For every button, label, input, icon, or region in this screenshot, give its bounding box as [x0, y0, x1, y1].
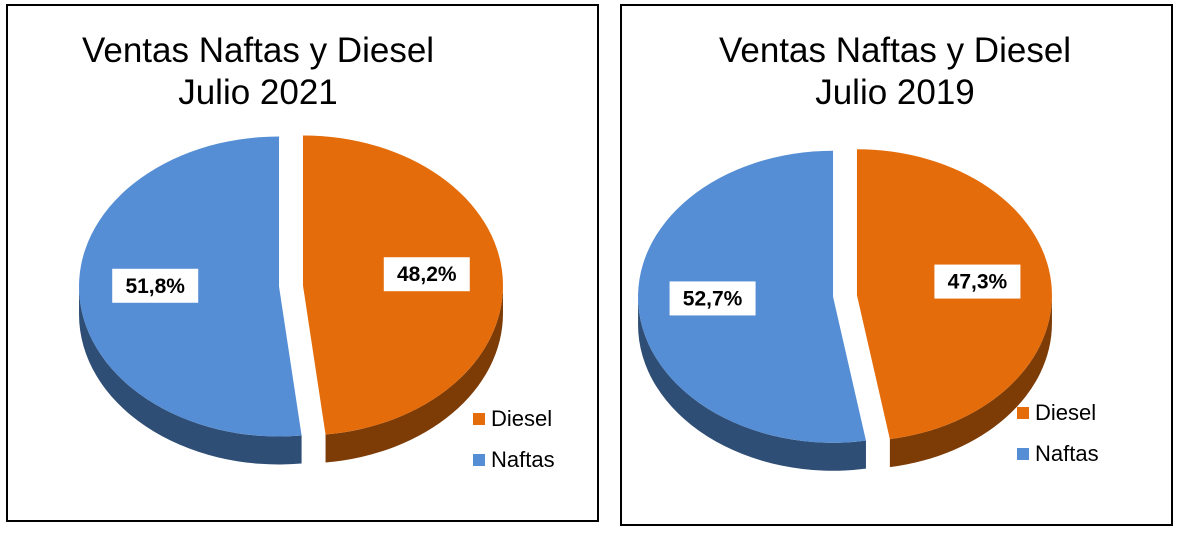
legend-item-diesel: Diesel	[1017, 400, 1099, 425]
legend-item-diesel: Diesel	[473, 406, 555, 431]
chart-title-line-2: Julio 2021	[178, 73, 338, 112]
legend-item-naftas: Naftas	[473, 447, 555, 472]
pie-chart-2019: 47,3% 52,7%	[638, 149, 1052, 471]
chart-legend: Diesel Naftas	[473, 406, 555, 490]
data-label-box-diesel	[934, 264, 1021, 299]
chart-title: Ventas Naftas y Diesel Julio 2021	[8, 30, 508, 114]
chart-title: Ventas Naftas y Diesel Julio 2019	[622, 30, 1168, 114]
data-label-box-diesel	[383, 257, 470, 292]
pie-side-naftas	[638, 296, 866, 471]
data-label-naftas: 51,8%	[125, 275, 185, 298]
data-label-box-naftas	[669, 281, 756, 316]
pie-side-diesel	[325, 285, 503, 463]
pie-labels: 47,3% 52,7%	[669, 264, 1021, 316]
pie-labels: 48,2% 51,8%	[112, 257, 470, 303]
pie-side-naftas	[79, 286, 302, 465]
chart-legend: Diesel Naftas	[1017, 400, 1099, 484]
legend-swatch-naftas	[1017, 448, 1029, 460]
pie-chart-2021: 48,2% 51,8%	[79, 135, 503, 465]
legend-swatch-diesel	[1017, 407, 1029, 419]
legend-label-diesel: Diesel	[491, 406, 553, 431]
legend-label-naftas: Naftas	[491, 447, 555, 472]
data-label-box-naftas	[112, 268, 199, 303]
chart-title-line-2: Julio 2019	[815, 73, 975, 112]
pie-side-diesel	[889, 295, 1052, 468]
chart-title-line-1: Ventas Naftas y Diesel	[718, 31, 1072, 70]
legend-label-diesel: Diesel	[1035, 400, 1097, 425]
legend-swatch-naftas	[473, 454, 485, 466]
pie-sides	[79, 285, 503, 465]
pie-sides	[638, 295, 1052, 471]
data-label-naftas: 52,7%	[683, 287, 743, 310]
chart-panel-2021: Ventas Naftas y Diesel Julio 2021 48,2% 5…	[6, 4, 599, 522]
chart-title-line-1: Ventas Naftas y Diesel	[81, 31, 435, 70]
chart-panel-2019: Ventas Naftas y Diesel Julio 2019 47,3% 5…	[620, 4, 1173, 526]
legend-label-naftas: Naftas	[1035, 441, 1099, 466]
data-label-diesel: 48,2%	[397, 263, 457, 286]
legend-swatch-diesel	[473, 413, 485, 425]
legend-item-naftas: Naftas	[1017, 441, 1099, 466]
data-label-diesel: 47,3%	[948, 271, 1008, 294]
